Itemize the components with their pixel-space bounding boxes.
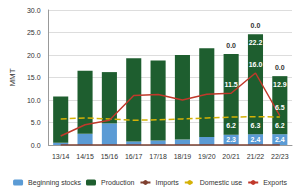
svg-text:21/22: 21/22 xyxy=(247,153,265,160)
svg-text:10.0: 10.0 xyxy=(27,97,41,104)
svg-text:Production: Production xyxy=(101,179,135,186)
svg-text:2.4: 2.4 xyxy=(251,136,261,143)
svg-text:Imports: Imports xyxy=(155,179,179,187)
svg-text:19/20: 19/20 xyxy=(198,153,216,160)
svg-text:13/14: 13/14 xyxy=(52,153,70,160)
svg-text:15.0: 15.0 xyxy=(27,74,41,81)
svg-text:0.0: 0.0 xyxy=(31,142,41,149)
svg-text:2.4: 2.4 xyxy=(275,136,285,143)
svg-text:12.9: 12.9 xyxy=(273,81,287,88)
svg-text:0.0: 0.0 xyxy=(275,64,285,71)
svg-text:11.5: 11.5 xyxy=(225,81,238,88)
svg-text:0.0: 0.0 xyxy=(226,42,236,49)
svg-text:0.0: 0.0 xyxy=(251,22,261,29)
svg-text:22.2: 22.2 xyxy=(249,39,263,46)
svg-text:5.0: 5.0 xyxy=(31,119,41,126)
svg-text:6.5: 6.5 xyxy=(275,104,285,111)
svg-text:2.3: 2.3 xyxy=(226,136,236,143)
svg-text:Domestic use: Domestic use xyxy=(200,179,243,186)
svg-text:16.0: 16.0 xyxy=(249,61,263,68)
svg-text:6.2: 6.2 xyxy=(275,122,285,129)
svg-text:16/17: 16/17 xyxy=(125,153,143,160)
svg-text:17/18: 17/18 xyxy=(149,153,167,160)
svg-text:6.2: 6.2 xyxy=(226,122,236,129)
svg-text:30.0: 30.0 xyxy=(27,7,41,14)
svg-text:18/19: 18/19 xyxy=(174,153,192,160)
svg-text:15/16: 15/16 xyxy=(101,153,119,160)
svg-text:25.0: 25.0 xyxy=(27,29,41,36)
svg-text:20/21: 20/21 xyxy=(222,153,240,160)
svg-text:Exports: Exports xyxy=(263,179,287,187)
svg-text:MMT: MMT xyxy=(8,68,17,86)
svg-text:Beginning stocks: Beginning stocks xyxy=(28,179,81,187)
svg-text:22/23: 22/23 xyxy=(271,153,289,160)
svg-text:20.0: 20.0 xyxy=(27,52,41,59)
svg-text:6.3: 6.3 xyxy=(251,122,261,129)
svg-text:14/15: 14/15 xyxy=(76,153,94,160)
